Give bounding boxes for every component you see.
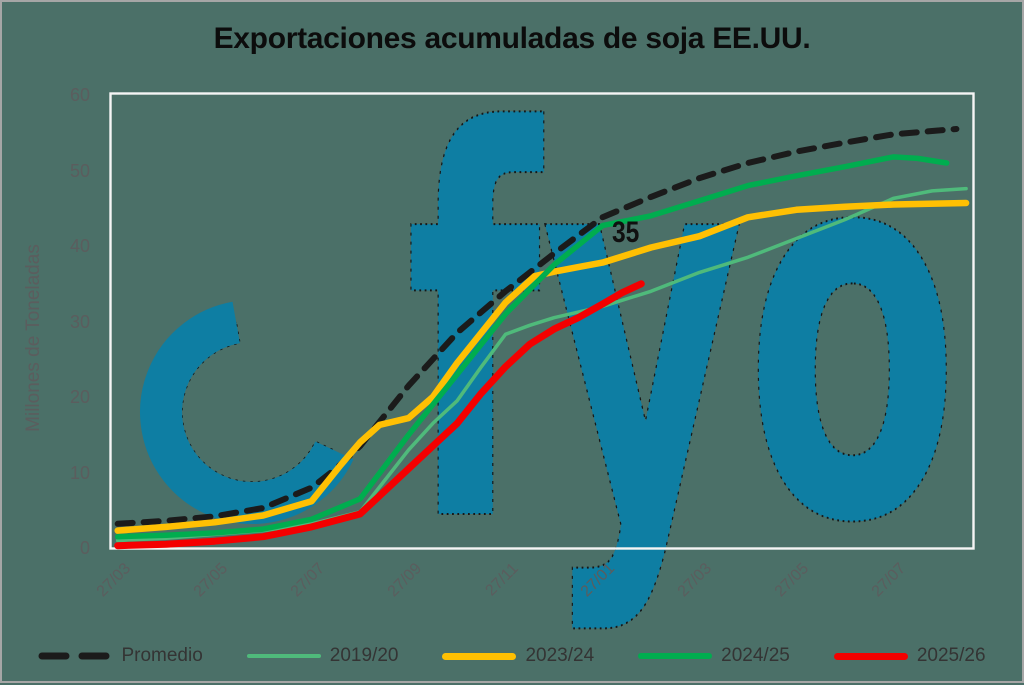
legend-label: 2019/20 bbox=[329, 645, 399, 666]
y-tick-label: 10 bbox=[69, 462, 90, 483]
legend-line-icon bbox=[246, 654, 321, 658]
y-tick-label: 40 bbox=[69, 236, 90, 256]
y-tick-label: 60 bbox=[69, 85, 90, 105]
legend-label: Promedio bbox=[121, 645, 203, 666]
legend-line-icon bbox=[638, 653, 713, 659]
legend-label: 2023/24 bbox=[525, 645, 595, 666]
legend-dashed-line-icon bbox=[38, 652, 112, 660]
data-label-35: 35 bbox=[612, 215, 640, 249]
legend-label: 2024/25 bbox=[721, 645, 790, 666]
series-line-2019-20 bbox=[115, 186, 968, 543]
legend-item-2024-25: 2024/25 bbox=[638, 645, 790, 667]
y-tick-label: 0 bbox=[79, 538, 90, 558]
series-line-2023-24 bbox=[114, 199, 970, 534]
legend-item-2023-24: 2023/24 bbox=[442, 645, 594, 667]
y-tick-label: 30 bbox=[69, 311, 90, 332]
y-tick-label: 20 bbox=[69, 387, 90, 407]
legend-item-2025-26: 2025/26 bbox=[833, 645, 986, 667]
plot-area-border bbox=[109, 92, 975, 550]
fyo-crescent-body bbox=[140, 301, 354, 524]
fyo-watermark: fyo bbox=[140, 21, 960, 640]
y-axis-title: Millones de Toneladas bbox=[23, 244, 44, 432]
series-lines bbox=[114, 126, 970, 550]
legend-item-Promedio: Promedio bbox=[38, 645, 203, 667]
legend-item-2019-20: 2019/20 bbox=[246, 645, 399, 667]
series-line-Promedio bbox=[114, 126, 960, 527]
chart-title: Exportaciones acumuladas de soja EE.UU. bbox=[213, 22, 811, 55]
legend-line-icon bbox=[833, 652, 908, 660]
legend-line-icon bbox=[442, 652, 517, 660]
legend: Promedio 2019/20 2023/24 2024/25 2025/26 bbox=[2, 645, 1022, 667]
fyo-watermark-text: fyo bbox=[405, 22, 960, 640]
y-tick-label: 50 bbox=[69, 160, 90, 181]
legend-label: 2025/26 bbox=[916, 645, 986, 666]
series-line-2024-25 bbox=[114, 154, 950, 540]
series-line-2025-26 bbox=[114, 280, 645, 550]
